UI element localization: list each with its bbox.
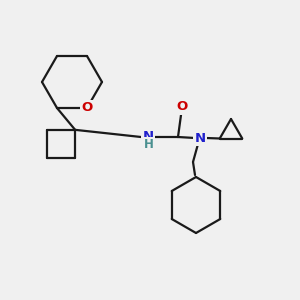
Text: N: N bbox=[194, 131, 206, 145]
Text: O: O bbox=[176, 100, 188, 113]
Text: O: O bbox=[81, 101, 93, 115]
Text: N: N bbox=[142, 130, 154, 142]
Text: H: H bbox=[144, 137, 154, 151]
